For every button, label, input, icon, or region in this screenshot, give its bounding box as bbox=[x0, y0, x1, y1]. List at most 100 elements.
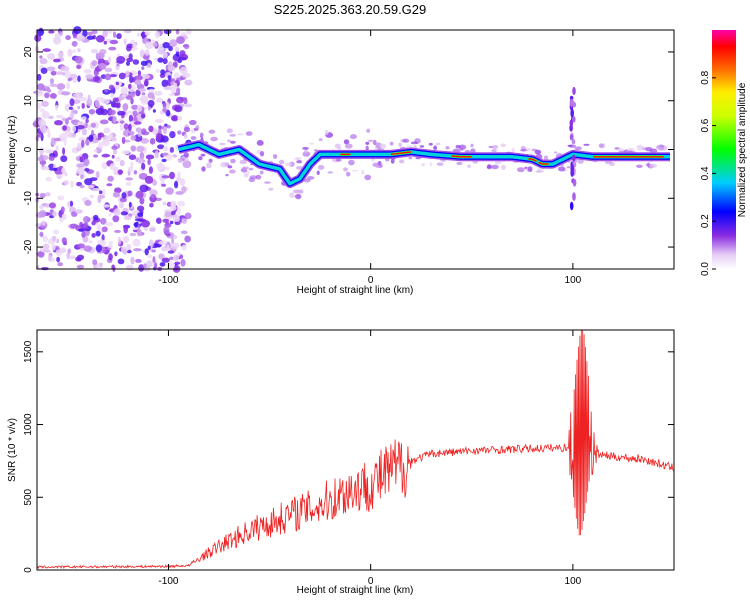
noise-blob bbox=[303, 178, 311, 183]
noise-blob bbox=[36, 73, 42, 81]
noise-blob bbox=[183, 43, 190, 50]
x-tick-label: -100 bbox=[158, 576, 178, 587]
noise-blob bbox=[158, 253, 165, 260]
noise-blob bbox=[55, 145, 59, 151]
noise-blob bbox=[245, 131, 253, 136]
noise-blob bbox=[107, 175, 114, 182]
noise-blob bbox=[39, 231, 44, 237]
noise-blob bbox=[86, 35, 95, 40]
noise-blob bbox=[139, 152, 145, 160]
noise-blob bbox=[119, 123, 124, 131]
noise-blob bbox=[154, 150, 159, 159]
noise-blob bbox=[165, 187, 174, 195]
noise-blob bbox=[134, 75, 143, 81]
noise-blob bbox=[110, 92, 114, 99]
noise-blob bbox=[161, 158, 167, 163]
noise-blob bbox=[180, 230, 188, 235]
noise-blob bbox=[365, 141, 370, 145]
noise-blob bbox=[343, 139, 350, 145]
noise-blob bbox=[598, 143, 604, 148]
noise-blob bbox=[201, 166, 206, 172]
noise-blob bbox=[146, 260, 153, 268]
noise-blob bbox=[55, 104, 59, 111]
noise-blob bbox=[657, 147, 665, 151]
noise-blob bbox=[59, 133, 68, 142]
noise-blob bbox=[152, 42, 158, 47]
noise-blob bbox=[109, 39, 119, 45]
noise-blob bbox=[179, 66, 188, 75]
noise-blob bbox=[44, 92, 50, 99]
noise-blob bbox=[60, 155, 68, 163]
y-tick-label: -10 bbox=[23, 191, 34, 206]
noise-blob bbox=[583, 143, 590, 146]
noise-blob bbox=[104, 67, 113, 73]
noise-blob bbox=[76, 181, 83, 187]
noise-blob bbox=[456, 161, 463, 166]
noise-blob bbox=[127, 190, 133, 197]
spectrogram-heatmap bbox=[32, 26, 673, 273]
noise-blob bbox=[284, 162, 293, 167]
noise-blob bbox=[169, 220, 174, 225]
colorbar-tick-label: 0.6 bbox=[700, 118, 711, 132]
noise-blob bbox=[123, 215, 132, 220]
noise-blob bbox=[94, 100, 100, 108]
noise-blob bbox=[93, 214, 99, 221]
noise-blob bbox=[121, 94, 127, 98]
noise-blob bbox=[92, 259, 98, 266]
noise-blob bbox=[491, 149, 497, 153]
noise-blob bbox=[155, 132, 162, 140]
noise-blob bbox=[39, 192, 46, 199]
noise-blob bbox=[161, 183, 167, 187]
noise-blob bbox=[100, 108, 109, 116]
noise-blob bbox=[165, 166, 170, 171]
noise-blob bbox=[636, 164, 643, 168]
noise-blob bbox=[170, 40, 177, 46]
noise-blob bbox=[108, 213, 112, 217]
noise-blob bbox=[83, 245, 93, 252]
ridge-peak bbox=[451, 155, 472, 158]
noise-blob bbox=[566, 166, 571, 169]
noise-blob bbox=[49, 93, 57, 99]
ridge-peak bbox=[390, 151, 412, 156]
noise-blob bbox=[155, 197, 162, 201]
noise-blob bbox=[324, 129, 329, 136]
noise-blob bbox=[174, 105, 183, 113]
noise-blob bbox=[88, 109, 96, 115]
noise-blob bbox=[68, 133, 77, 139]
noise-blob bbox=[136, 105, 143, 112]
noise-blob bbox=[110, 74, 117, 78]
noise-blob bbox=[168, 45, 173, 52]
noise-blob bbox=[104, 73, 112, 81]
noise-blob bbox=[150, 193, 156, 199]
noise-blob bbox=[543, 155, 549, 161]
noise-blob bbox=[230, 140, 236, 144]
noise-blob bbox=[364, 174, 372, 181]
noise-blob bbox=[85, 74, 94, 80]
burst-blob bbox=[569, 134, 574, 140]
noise-blob bbox=[95, 171, 100, 179]
noise-blob bbox=[517, 167, 525, 173]
noise-blob bbox=[428, 142, 433, 146]
noise-blob bbox=[227, 165, 233, 169]
noise-blob bbox=[95, 244, 103, 253]
noise-blob bbox=[39, 108, 46, 112]
noise-blob bbox=[53, 58, 61, 63]
noise-blob bbox=[101, 162, 108, 170]
noise-blob bbox=[268, 187, 274, 191]
noise-blob bbox=[49, 83, 59, 87]
noise-blob bbox=[272, 154, 278, 159]
noise-blob bbox=[174, 46, 180, 52]
noise-blob bbox=[76, 36, 85, 41]
noise-blob bbox=[45, 176, 52, 182]
noise-blob bbox=[59, 31, 63, 36]
noise-blob bbox=[162, 218, 170, 223]
noise-blob bbox=[114, 229, 121, 233]
noise-blob bbox=[147, 158, 151, 166]
noise-blob bbox=[208, 158, 213, 163]
noise-blob bbox=[81, 102, 85, 109]
noise-blob bbox=[87, 94, 91, 102]
snr-frame bbox=[36, 329, 675, 571]
noise-blob bbox=[73, 109, 78, 115]
noise-blob bbox=[264, 181, 271, 184]
noise-blob bbox=[127, 249, 132, 254]
